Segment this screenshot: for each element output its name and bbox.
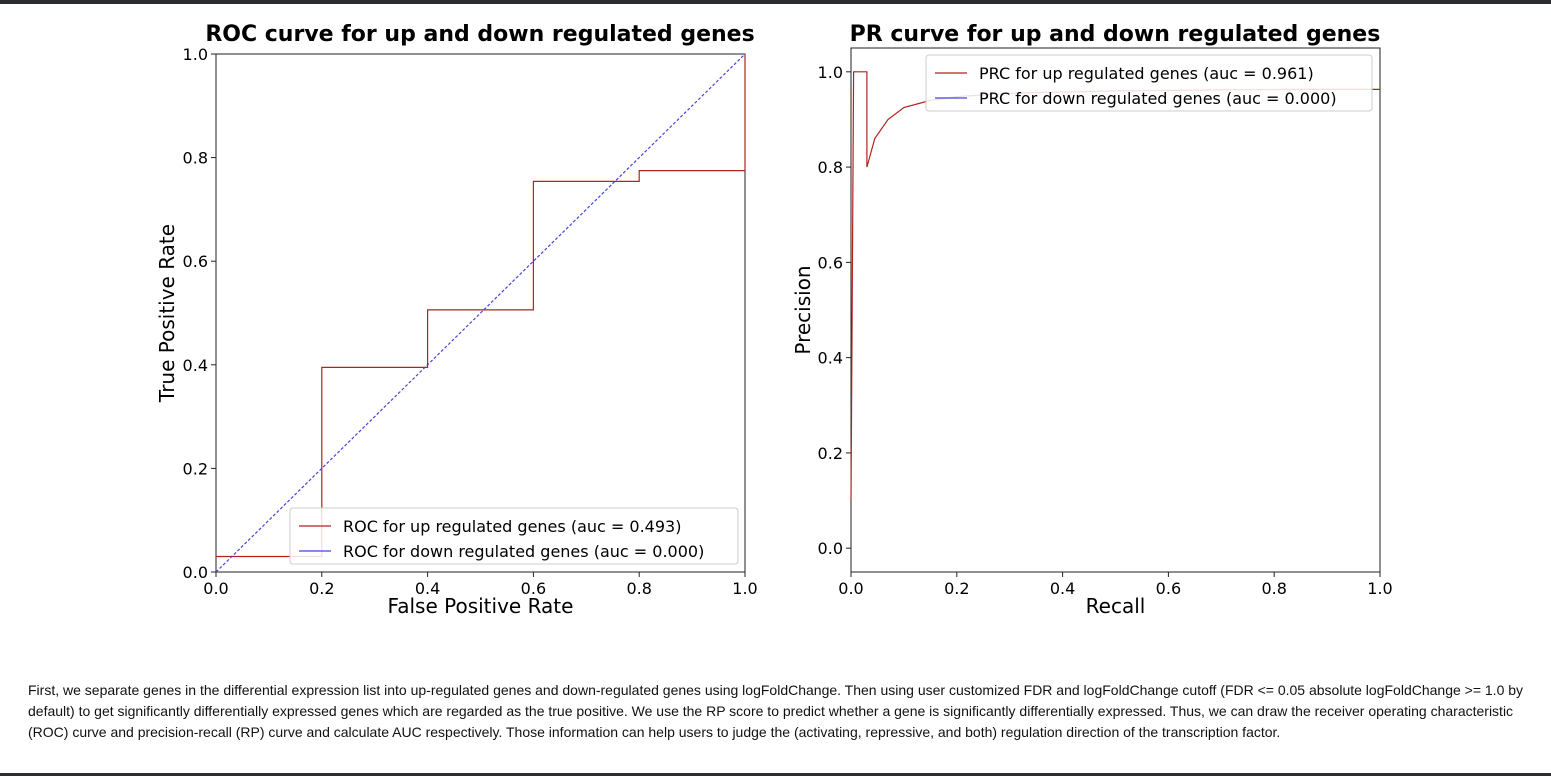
y-tick-label: 0.2	[183, 459, 208, 478]
x-tick-label: 0.0	[838, 579, 863, 598]
y-tick-label: 1.0	[818, 63, 843, 82]
y-tick-label: 0.6	[818, 253, 843, 272]
y-tick-label: 0.8	[183, 149, 208, 168]
y-tick-label: 0.4	[818, 349, 843, 368]
series-line-0-0	[216, 54, 746, 558]
legend-label-0-0: ROC for up regulated genes (auc = 0.493)	[343, 517, 681, 536]
y-tick-label: 0.2	[818, 444, 843, 463]
x-tick-label: 0.0	[203, 579, 228, 598]
legend-label-1-0: PRC for up regulated genes (auc = 0.961)	[979, 64, 1314, 83]
y-tick-label: 0.6	[183, 252, 208, 271]
y-tick-label: 0.4	[183, 356, 208, 375]
x-tick-label: 0.6	[1156, 579, 1181, 598]
x-tick-label: 1.0	[732, 579, 757, 598]
plot-frame-0	[215, 53, 746, 573]
x-tick-label: 0.8	[1261, 579, 1286, 598]
top-bar	[0, 0, 1551, 4]
chart-title-1: PR curve for up and down regulated genes	[850, 22, 1381, 47]
x-tick-label: 0.2	[944, 579, 969, 598]
x-tick-label: 0.4	[415, 579, 440, 598]
legend-box-1	[925, 54, 1373, 112]
y-tick-label: 0.8	[818, 158, 843, 177]
legend-box-0	[289, 507, 739, 565]
chart-title-0: ROC curve for up and down regulated gene…	[205, 22, 754, 47]
figure: 0.0 0.2 0.4 0.6 0.8 1.00.00.20.40.60.81.0ROC …	[155, 22, 1393, 618]
x-tick-label: 1.0	[1367, 579, 1392, 598]
x-axis-label-1: Recall	[1086, 594, 1146, 618]
y-tick-label: 0.0	[183, 563, 208, 582]
x-axis-label-0: False Positive Rate	[388, 594, 574, 618]
y-tick-label: 1.0	[183, 45, 208, 64]
y-axis-label-0: True Positive Rate	[155, 224, 179, 403]
plot-frame-1	[850, 47, 1381, 573]
description-text: First, we separate genes in the differen…	[28, 682, 1524, 740]
y-tick-label: 0.0	[818, 539, 843, 558]
x-tick-label: 0.6	[521, 579, 546, 598]
x-tick-label: 0.2	[309, 579, 334, 598]
x-tick-label: 0.8	[626, 579, 651, 598]
series-line-0-1	[215, 53, 746, 573]
x-tick-label: 0.4	[1050, 579, 1075, 598]
bottom-rule	[0, 773, 1551, 776]
series-line-1-0	[850, 71, 1380, 501]
y-axis-label-1: Precision	[791, 265, 815, 354]
legend-label-1-1: PRC for down regulated genes (auc = 0.00…	[979, 89, 1337, 108]
legend-label-0-1: ROC for down regulated genes (auc = 0.00…	[343, 542, 704, 561]
